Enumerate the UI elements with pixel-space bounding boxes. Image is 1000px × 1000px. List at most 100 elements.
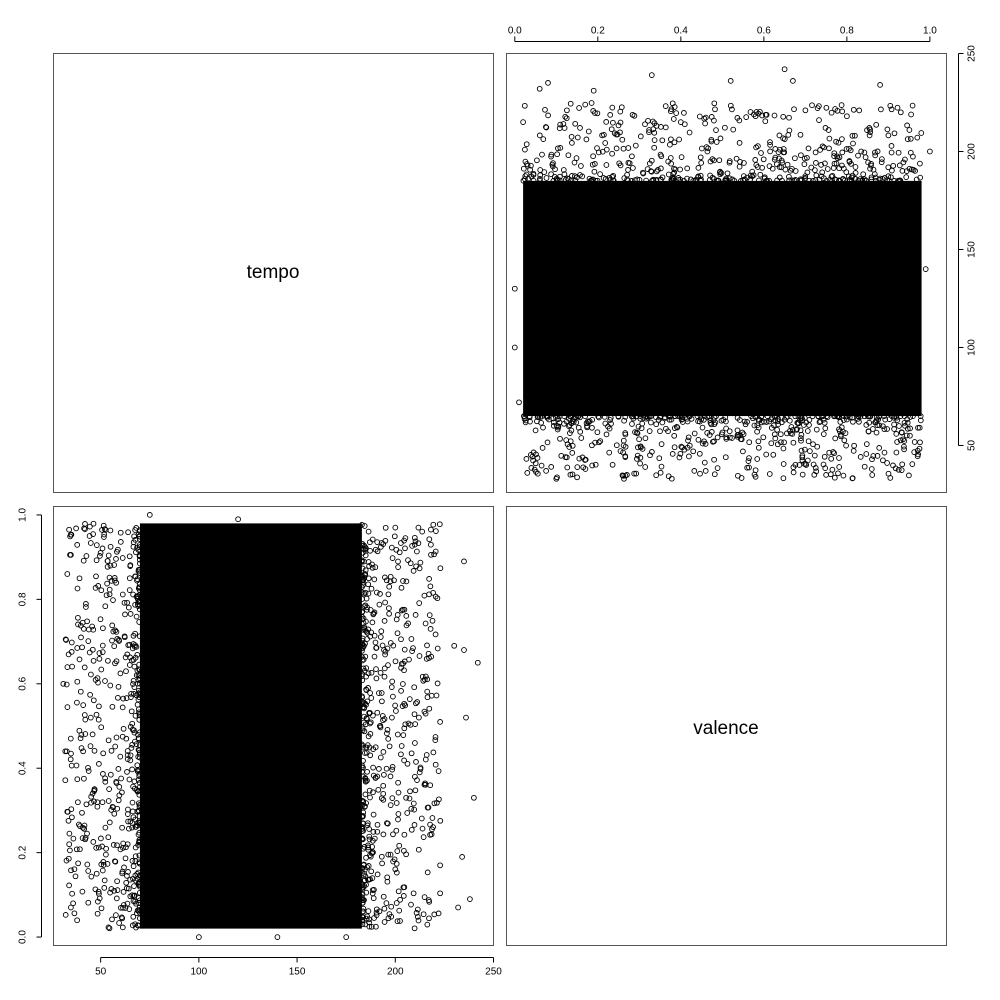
- scatter-point: [370, 829, 377, 835]
- panel-diagonal-tempo: tempo: [53, 53, 494, 493]
- scatter-point: [359, 657, 366, 664]
- scatter-point: [656, 455, 663, 462]
- scatter-point: [378, 544, 384, 550]
- scatter-point: [805, 438, 812, 445]
- scatter-point: [88, 799, 94, 806]
- scatter-point: [538, 462, 545, 469]
- scatter-point: [746, 464, 752, 471]
- scatter-point: [87, 540, 94, 546]
- outlier-point: [463, 714, 469, 721]
- scatter-point: [401, 831, 408, 838]
- scatter-point: [430, 749, 437, 756]
- scatter-point: [362, 750, 368, 756]
- scatter-point: [592, 461, 599, 468]
- scatter-point: [608, 420, 614, 427]
- scatter-point: [412, 538, 419, 545]
- outlier-point: [416, 714, 422, 721]
- scatter-point: [427, 782, 434, 789]
- scatter-point: [592, 439, 598, 446]
- scatter-point: [421, 708, 428, 715]
- scatter-point: [662, 124, 669, 131]
- scatter-point: [530, 177, 537, 184]
- scatter-point: [360, 914, 366, 921]
- scatter-point: [760, 434, 767, 441]
- scatter-point: [901, 446, 907, 453]
- scatter-point: [116, 637, 122, 643]
- scatter-point: [359, 565, 366, 572]
- scatter-point: [688, 176, 694, 183]
- scatter-point: [419, 825, 426, 832]
- scatter-point: [901, 443, 907, 450]
- scatter-point: [809, 413, 816, 420]
- scatter-point: [135, 753, 142, 760]
- scatter-point: [64, 704, 71, 710]
- scatter-point: [367, 794, 373, 801]
- scatter-point: [768, 440, 775, 447]
- scatter-point: [79, 809, 85, 816]
- scatter-point: [95, 583, 102, 589]
- scatter-point: [866, 419, 873, 426]
- scatter-point: [395, 811, 402, 817]
- scatter-point: [585, 128, 592, 135]
- scatter-point: [434, 595, 441, 602]
- scatter-point: [762, 118, 769, 125]
- scatter-point: [136, 791, 143, 798]
- scatter-point: [93, 542, 100, 548]
- scatter-point: [381, 673, 388, 680]
- scatter-point: [364, 742, 371, 748]
- scatter-point: [671, 139, 678, 146]
- scatter-point: [868, 162, 874, 169]
- scatter-point: [111, 562, 117, 568]
- scatter-point: [129, 645, 136, 652]
- y-tick-label: 0.4: [18, 761, 29, 775]
- scatter-point: [384, 730, 390, 737]
- scatter-point: [400, 681, 406, 687]
- scatter-point: [797, 427, 804, 434]
- scatter-point: [117, 539, 124, 545]
- scatter-point: [726, 428, 733, 435]
- scatter-point: [606, 449, 613, 456]
- scatter-point: [834, 153, 840, 160]
- scatter-point: [568, 133, 575, 140]
- outlier-point: [590, 87, 597, 94]
- scatter-point: [866, 125, 873, 131]
- scatter-point: [136, 808, 142, 814]
- scatter-point: [359, 557, 365, 564]
- scatter-point: [904, 136, 911, 142]
- scatter-point: [775, 418, 781, 425]
- scatter-point: [365, 876, 372, 883]
- scatter-point: [761, 175, 768, 182]
- scatter-point: [397, 896, 403, 903]
- outlier-point: [752, 113, 759, 120]
- scatter-point: [94, 910, 101, 917]
- scatter-point: [420, 834, 427, 840]
- scatter-point: [120, 725, 127, 732]
- scatter-point: [834, 107, 841, 114]
- scatter-point: [571, 173, 578, 179]
- scatter-point: [363, 889, 370, 896]
- scatter-point: [381, 905, 388, 912]
- scatter-point: [371, 609, 378, 616]
- scatter-point: [111, 643, 118, 650]
- scatter-point: [851, 442, 857, 449]
- scatter-point: [389, 678, 396, 685]
- scatter-point: [393, 860, 400, 867]
- scatter-point: [528, 465, 535, 471]
- scatter-point: [122, 611, 128, 618]
- scatter-point: [856, 107, 863, 114]
- scatter-point: [893, 431, 900, 437]
- scatter-point: [567, 413, 573, 420]
- scatter-point: [136, 889, 143, 896]
- scatter-point: [717, 135, 724, 142]
- scatter-point: [437, 817, 444, 824]
- scatter-point: [387, 578, 394, 585]
- scatter-point: [712, 106, 718, 113]
- scatter-point: [830, 449, 836, 455]
- scatter-point: [394, 630, 401, 637]
- scatter-point: [653, 472, 660, 479]
- scatter-point: [713, 413, 719, 420]
- scatter-point: [634, 456, 640, 462]
- scatter-point: [367, 752, 374, 759]
- scatter-point: [90, 697, 97, 704]
